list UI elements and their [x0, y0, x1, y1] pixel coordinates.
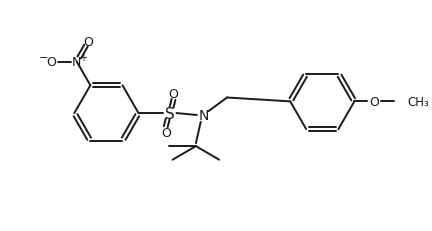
Text: +: + [79, 53, 87, 63]
Text: O: O [168, 88, 178, 101]
Text: O: O [369, 95, 379, 108]
Text: N: N [72, 56, 82, 69]
Text: O: O [47, 56, 57, 69]
Text: S: S [165, 106, 175, 121]
Text: N: N [198, 109, 209, 122]
Text: O: O [83, 36, 93, 49]
Text: O: O [161, 126, 171, 139]
Text: −: − [39, 53, 48, 63]
Text: CH₃: CH₃ [407, 95, 429, 108]
